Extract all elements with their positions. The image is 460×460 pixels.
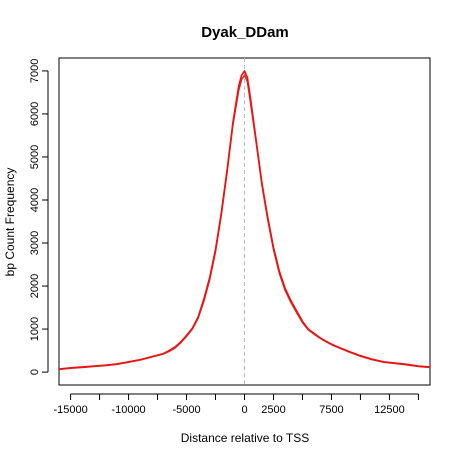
y-tick-label: 0 xyxy=(29,369,41,375)
y-tick-label: 1000 xyxy=(29,317,41,341)
x-tick-label: 2500 xyxy=(261,404,285,416)
y-axis-label: bp Count Frequency xyxy=(3,168,17,277)
y-tick-label: 5000 xyxy=(29,145,41,169)
x-axis-label: Distance relative to TSS xyxy=(181,431,310,445)
x-axis: -15000 -10000 -5000 0 2500 7500 12500 xyxy=(53,393,419,416)
y-tick-label: 7000 xyxy=(29,59,41,83)
x-tick-label: 7500 xyxy=(319,404,343,416)
series-line-2 xyxy=(58,70,431,370)
x-tick-label: 12500 xyxy=(374,404,405,416)
x-tick-label: -5000 xyxy=(172,404,200,416)
chart-title: Dyak_DDam xyxy=(201,24,289,41)
x-tick-label: 0 xyxy=(241,404,247,416)
y-tick-label: 6000 xyxy=(29,102,41,126)
x-tick-label: -10000 xyxy=(111,404,145,416)
y-tick-label: 3000 xyxy=(29,231,41,255)
x-tick-label: -15000 xyxy=(53,404,87,416)
y-tick-label: 2000 xyxy=(29,274,41,298)
y-tick-label: 4000 xyxy=(29,188,41,212)
y-axis: 0 1000 2000 3000 4000 5000 6000 7000 xyxy=(29,59,49,375)
